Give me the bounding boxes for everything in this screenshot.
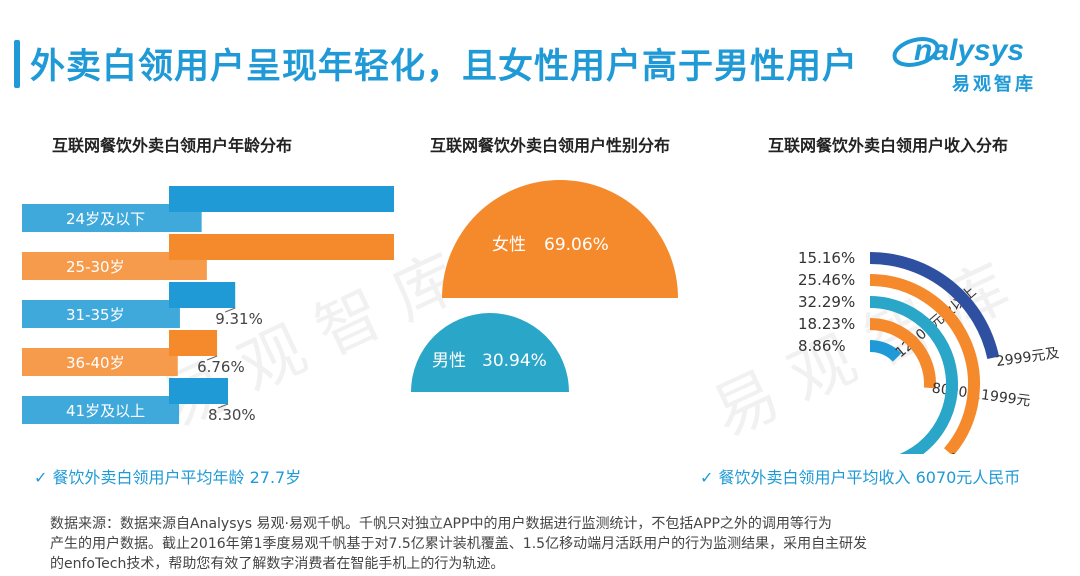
income-value-label: 18.23% (798, 315, 855, 333)
income-radial-bar (869, 296, 958, 454)
age-category-bar (22, 204, 202, 232)
gender-male-value: 30.94% (482, 351, 547, 371)
gender-chart-title: 互联网餐饮外卖白领用户性别分布 (430, 136, 671, 155)
logo-word: nalysys (914, 34, 1025, 67)
income-category-label: 2999元及以下 (995, 341, 1060, 370)
income-average-note: ✓ 餐饮外卖白领用户平均收入 6070元人民币 (700, 468, 1021, 487)
source-line: 产生的用户数据。截止2016年第1季度易观千帆基于对7.5亿累计装机覆盖、1.5… (50, 536, 868, 552)
gender-female-slice (442, 180, 678, 298)
logo-subtitle: 易观智库 (952, 74, 1036, 95)
age-leader-line (206, 355, 218, 361)
income-radial-bar (869, 252, 1000, 360)
gender-distribution-chart: 女性 69.06% 男性 30.94% (411, 180, 678, 392)
age-leader-line (225, 307, 236, 313)
income-radial-bar (869, 274, 980, 454)
income-radial-bar (869, 340, 902, 362)
age-category-label: 41岁及以上 (66, 402, 145, 420)
title-accent-bar (14, 40, 20, 88)
source-line: 数据来源：数据来源自Analysys 易观·易观千帆。千帆只对独立APP中的用户… (50, 516, 832, 532)
page-title: 外卖白领用户呈现年轻化，且女性用户高于男性用户 (30, 47, 859, 87)
age-category-label: 36-40岁 (66, 354, 125, 372)
source-line: 的enfoTech技术，帮助您有效了解数字消费者在智能手机上的行为轨迹。 (50, 556, 505, 572)
age-value-label: 8.30% (208, 406, 256, 424)
gender-female-label: 女性 (492, 235, 526, 255)
income-distribution-chart: 8.86%12000元及以上18.23%8000-11999元32.29%500… (798, 249, 1060, 454)
age-category-label: 24岁及以下 (66, 210, 145, 228)
data-source: 数据来源：数据来源自Analysys 易观·易观千帆。千帆只对独立APP中的用户… (50, 514, 1010, 574)
gender-female-value: 69.06% (544, 235, 609, 255)
age-average-note: ✓ 餐饮外卖白领用户平均年龄 27.7岁 (34, 468, 302, 487)
age-distribution-chart: 24岁及以下34.76%25-30岁40.87%31-35岁9.31%36-40… (22, 186, 394, 424)
age-category-bar (22, 252, 207, 280)
logo-ring-icon (892, 37, 940, 67)
age-value-bar (169, 186, 394, 212)
income-radial-bar (869, 318, 936, 389)
analysys-logo: nalysys 易观智库 (890, 28, 1050, 95)
age-value-bar (169, 282, 236, 308)
income-category-label: 3000-4999元 (942, 450, 1017, 454)
income-value-label: 8.86% (798, 337, 846, 355)
income-value-label: 32.29% (798, 293, 855, 311)
age-category-bar (22, 348, 178, 376)
age-category-bar (22, 300, 180, 328)
income-value-label: 25.46% (798, 271, 855, 289)
age-value-label: 6.76% (197, 358, 245, 376)
gender-male-slice (411, 313, 569, 392)
income-chart-title: 互联网餐饮外卖白领用户收入分布 (768, 136, 1009, 155)
age-value-label: 9.31% (215, 310, 263, 328)
age-category-label: 25-30岁 (66, 258, 125, 276)
age-chart-title: 互联网餐饮外卖白领用户年龄分布 (52, 136, 293, 155)
income-value-label: 15.16% (798, 249, 855, 267)
gender-male-label: 男性 (432, 351, 466, 371)
age-leader-line (217, 403, 229, 409)
age-category-label: 31-35岁 (66, 306, 125, 324)
age-category-bar (22, 396, 180, 424)
